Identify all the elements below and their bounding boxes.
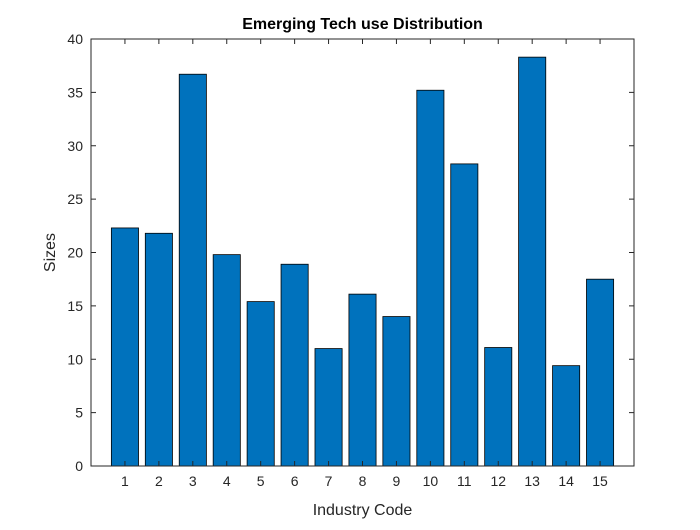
- bars-group: [110, 56, 615, 467]
- plot-frame: [90, 38, 635, 467]
- y-tick-label-10: 10: [67, 351, 83, 367]
- x-tick-label-14: 14: [558, 473, 574, 489]
- x-tick-label-15: 15: [592, 473, 608, 489]
- x-tick-label-8: 8: [359, 473, 367, 489]
- x-tick-label-10: 10: [423, 473, 439, 489]
- bar-8: [348, 293, 377, 467]
- bar-3: [178, 73, 207, 467]
- y-axis-label: Sizes: [42, 233, 59, 272]
- bar-12: [484, 347, 513, 467]
- chart-title: Emerging Tech use Distribution: [242, 16, 483, 33]
- bar-13: [518, 56, 547, 467]
- x-tick-label-1: 1: [121, 473, 129, 489]
- x-tick-label-3: 3: [189, 473, 197, 489]
- bar-1: [110, 227, 139, 467]
- x-tick-label-7: 7: [325, 473, 333, 489]
- bar-10: [416, 89, 445, 467]
- bar-2: [144, 232, 173, 467]
- x-tick-label-9: 9: [393, 473, 401, 489]
- x-tick-label-2: 2: [155, 473, 163, 489]
- y-tick-label-25: 25: [67, 191, 83, 207]
- bar-4: [212, 254, 241, 467]
- y-tick-label-0: 0: [75, 458, 83, 474]
- bar-9: [382, 316, 411, 467]
- bar-6: [280, 263, 309, 467]
- x-tick-label-13: 13: [524, 473, 540, 489]
- bar-15: [586, 278, 615, 467]
- x-axis-label: Industry Code: [313, 502, 413, 519]
- bar-11: [450, 163, 479, 467]
- x-tick-label-12: 12: [490, 473, 506, 489]
- y-tick-label-40: 40: [67, 31, 83, 47]
- bar-5: [246, 301, 275, 467]
- bar-14: [552, 365, 581, 467]
- y-tick-label-20: 20: [67, 245, 83, 261]
- x-tick-label-4: 4: [223, 473, 231, 489]
- x-tick-label-5: 5: [257, 473, 265, 489]
- y-tick-label-15: 15: [67, 298, 83, 314]
- x-tick-label-6: 6: [291, 473, 299, 489]
- y-tick-label-5: 5: [75, 405, 83, 421]
- y-tick-label-35: 35: [67, 84, 83, 100]
- bar-7: [314, 348, 343, 467]
- y-tick-label-30: 30: [67, 138, 83, 154]
- x-tick-label-11: 11: [457, 473, 472, 489]
